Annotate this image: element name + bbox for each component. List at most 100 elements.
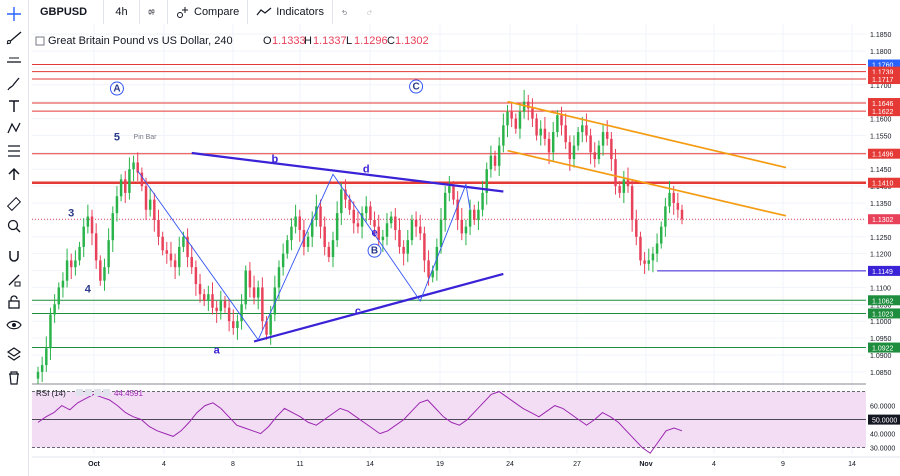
rsi-tick-label: 40.0000 [870,432,895,439]
candle-body [539,128,542,136]
trash-icon[interactable] [6,370,22,386]
rsi-value: 44.4591 [114,389,143,398]
candle-body [427,260,430,278]
open-label: O [263,35,272,47]
crosshair-icon[interactable] [6,6,22,22]
candle-body [269,314,272,335]
eye-icon[interactable] [6,317,22,333]
candle-body [261,287,264,322]
candle-body [286,240,289,254]
rsi-eye-icon[interactable] [76,389,83,396]
candle-body [298,216,301,231]
candle-body [510,111,513,119]
price-tick-label: 1.0900 [870,353,892,360]
candle-body [639,236,642,261]
pattern-icon[interactable] [6,120,22,136]
candle-body [273,287,277,315]
ohlc-legend: Great Britain Pound vs US Dollar, 240 O … [35,35,429,47]
candle-body [115,196,119,214]
candle-body [493,155,497,166]
candle-body [622,179,626,193]
time-tick-label: Oct [88,461,100,468]
candle-body [211,294,214,308]
lock-icon[interactable] [6,294,22,310]
wave-label: 3 [68,208,74,220]
candle-body [290,226,293,241]
zoom-icon[interactable] [6,218,22,234]
price-tag-text: 1.0922 [872,346,894,353]
candle-body [207,294,210,301]
candle-body [443,192,447,220]
candle-body [252,287,256,298]
candle-body [82,226,85,247]
candle-body [659,226,663,244]
price-tag-text: 1.1149 [872,269,893,276]
redo-button[interactable] [359,0,385,24]
price-tag-bg [868,295,900,306]
candle-body [194,267,198,285]
ruler-icon[interactable] [6,196,22,212]
candle-body [331,240,335,258]
wave-annotations: A 5 Pin Bar 3 4 b d eBc a C [68,79,424,356]
rsi-tick-label: 60.0000 [870,404,895,411]
interval-button[interactable]: 4h [104,0,140,24]
price-tag-text: 1.1717 [872,77,894,84]
compare-button[interactable]: Compare [168,0,249,24]
indicators-button[interactable]: Indicators [248,0,333,24]
legend-collapse-icon[interactable] [35,36,45,46]
magnet-icon[interactable] [6,248,22,264]
lock-drawing-icon[interactable] [6,272,22,288]
chart-type-button[interactable] [140,0,168,24]
candle-body [310,219,314,237]
rsi-settings-icon[interactable] [85,389,92,396]
arrow-icon[interactable] [6,166,22,182]
candle-body [585,125,588,136]
rsi-more-icon[interactable] [103,389,110,396]
time-tick-label: 9 [781,461,785,468]
price-tag: 1.1302 [868,214,900,225]
candles [36,89,684,384]
price-tick-label: 1.1000 [870,319,892,326]
candle-body [477,209,480,220]
price-tag-text: 1.1062 [872,298,894,305]
wave-label: C [412,82,419,93]
candle-body [136,162,139,173]
wave-label-circle [109,81,124,96]
triangle-upper-line [191,151,504,193]
text-icon[interactable] [6,98,22,114]
candle-body [65,260,69,281]
price-tick-label: 1.1450 [870,167,892,174]
wave-label: A [113,84,120,95]
wave-label: Pin Bar [134,134,158,141]
open-value: 1.1333 [272,35,306,47]
candle-body [236,321,239,328]
price-tick-label: 1.1350 [870,201,892,208]
trend-line-icon[interactable] [6,30,22,46]
candle-body [327,246,331,258]
candles-icon [148,9,155,15]
candle-body [377,226,380,241]
layers-icon[interactable] [6,346,22,362]
candle-body [431,270,434,278]
candle-body [182,236,185,247]
candle-body [672,192,675,203]
candle-body [589,135,592,153]
price-axis: 1.18501.18001.17501.17001.16501.16001.15… [866,24,900,476]
compare-label: Compare [194,6,240,18]
fib-icon[interactable] [6,143,22,159]
candle-body [373,219,376,227]
candle-body [481,192,484,210]
price-tick-label: 1.0850 [870,370,892,377]
candle-body [497,145,501,166]
candle-body [506,111,509,126]
horizontal-line-icon[interactable] [6,54,22,70]
undo-button[interactable] [333,0,359,24]
price-tag: 1.1062 [868,295,900,306]
low-label: L [346,35,352,47]
time-tick-label: 14 [366,461,374,468]
symbol-search[interactable]: GBPUSD [32,0,104,24]
candle-body [215,307,218,312]
brush-icon[interactable] [6,76,22,92]
rsi-close-icon[interactable] [94,389,101,396]
